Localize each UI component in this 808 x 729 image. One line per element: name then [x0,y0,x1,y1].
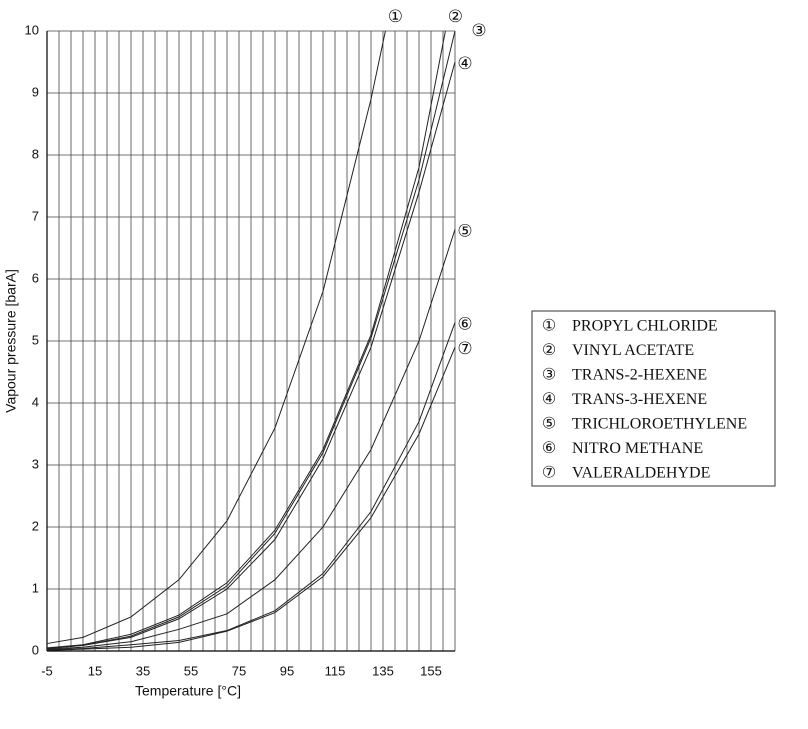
y-tick-label: 9 [32,84,39,99]
series-end-label: ① [388,7,403,27]
legend-label: TRANS-3-HEXENE [572,391,707,408]
x-tick-label: 135 [372,663,394,678]
x-tick-label: 55 [184,663,198,678]
series-line [46,30,386,645]
series-line [46,61,456,650]
series-end-label: ② [448,7,463,27]
legend-marker: ① [542,318,556,335]
y-tick-label: 6 [32,270,39,285]
x-tick-label: 75 [232,663,246,678]
series-line [46,30,456,650]
y-tick-label: 2 [32,518,39,533]
series-line [46,229,456,650]
x-tick-label: 95 [280,663,294,678]
x-axis-label: Temperature [°C] [135,683,241,699]
series-end-label: ⑥ [457,314,472,334]
legend-label: TRANS-2-HEXENE [572,367,707,384]
legend-marker: ⑤ [542,416,556,433]
legend-label: NITRO METHANE [572,440,703,457]
legend-label: TRICHLOROETHYLENE [572,416,747,433]
legend: ① PROPYL CHLORIDE ② VINYL ACETATE ③ TRANS-2-H… [542,318,747,482]
series-line [46,30,446,649]
series-line [46,347,456,651]
legend-marker: ③ [542,367,556,384]
series-line [46,322,456,651]
x-tick-label: 15 [88,663,102,678]
series-end-label: ⑦ [457,339,472,359]
legend-box [531,310,776,487]
series-end-label: ④ [457,54,472,74]
legend-label: VINYL ACETATE [572,342,694,359]
legend-marker: ④ [542,391,556,408]
y-axis-label: Vapour pressure [barA] [3,269,19,413]
y-tick-label: 8 [32,146,39,161]
legend-marker: ⑥ [542,440,556,457]
series-end-label: ③ [471,21,486,41]
y-tick-label: 5 [32,332,39,347]
y-tick-label: 0 [32,642,39,657]
legend-label: VALERALDEHYDE [572,465,710,482]
y-tick-label: 1 [32,580,39,595]
y-tick-label: 10 [25,22,39,37]
x-tick-label: 35 [136,663,150,678]
x-tick-label: 155 [420,663,442,678]
x-tick-label: 115 [325,663,346,678]
y-tick-label: 3 [32,456,39,471]
series-end-label: ⑤ [457,221,472,241]
legend-marker: ② [542,342,556,359]
legend-marker: ⑦ [542,465,556,482]
x-tick-label: -5 [41,663,53,678]
legend-label: PROPYL CHLORIDE [572,318,718,335]
y-tick-label: 7 [32,208,39,223]
y-tick-label: 4 [32,394,39,409]
